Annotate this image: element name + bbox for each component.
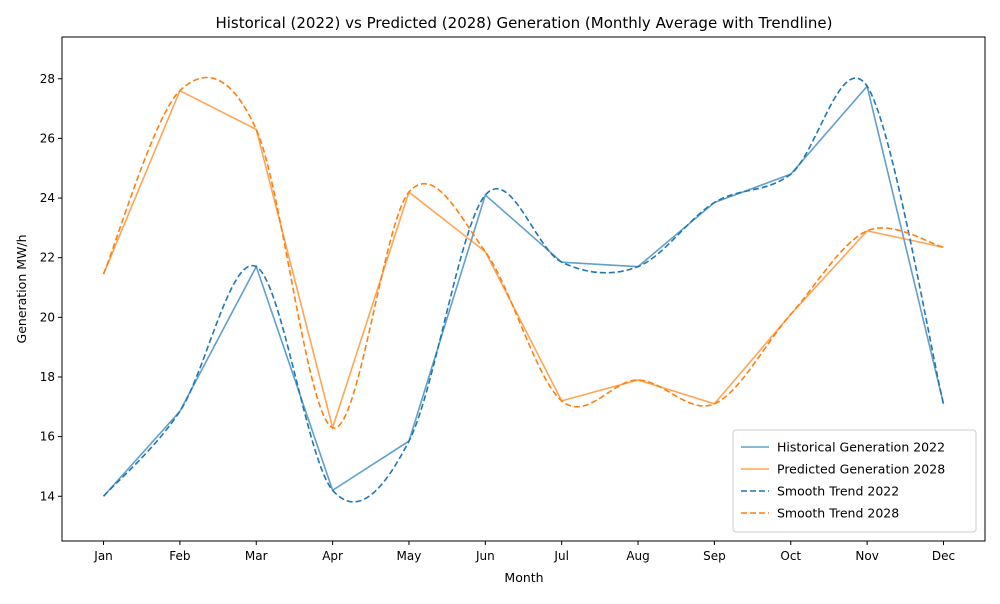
x-tick-label: Nov — [855, 549, 878, 563]
legend-label: Predicted Generation 2028 — [777, 462, 945, 477]
x-axis-label: Month — [504, 570, 543, 585]
x-tick-label: Jul — [553, 549, 568, 563]
y-tick-label: 24 — [40, 191, 55, 205]
legend: Historical Generation 2022 Predicted Gene… — [733, 430, 976, 532]
x-tick-label: Mar — [245, 549, 268, 563]
legend-label: Smooth Trend 2022 — [777, 484, 899, 499]
x-tick-label: Apr — [322, 549, 343, 563]
x-tick-label: Sep — [703, 549, 726, 563]
x-tick-label: Feb — [169, 549, 190, 563]
y-axis: 14 16 18 20 22 24 26 28 — [40, 72, 62, 504]
y-tick-label: 16 — [40, 430, 55, 444]
x-axis: Jan Feb Mar Apr May Jun Jul Aug Sep Oct Nov Dec — [93, 541, 955, 563]
y-tick-label: 28 — [40, 72, 55, 86]
x-tick-label: Jun — [475, 549, 495, 563]
x-tick-label: Oct — [780, 549, 801, 563]
x-tick-label: Jan — [93, 549, 113, 563]
y-tick-label: 14 — [40, 489, 55, 503]
legend-label: Historical Generation 2022 — [777, 440, 945, 455]
chart-title: Historical (2022) vs Predicted (2028) Ge… — [215, 14, 832, 32]
legend-label: Smooth Trend 2028 — [777, 506, 899, 521]
y-axis-label: Generation MW/h — [14, 235, 29, 344]
y-tick-label: 20 — [40, 310, 55, 324]
x-tick-label: Dec — [932, 549, 955, 563]
y-tick-label: 22 — [40, 251, 55, 265]
x-tick-label: Aug — [626, 549, 649, 563]
x-tick-label: May — [397, 549, 422, 563]
series-line-2 — [104, 91, 944, 428]
y-tick-label: 26 — [40, 131, 55, 145]
y-tick-label: 18 — [40, 370, 55, 384]
